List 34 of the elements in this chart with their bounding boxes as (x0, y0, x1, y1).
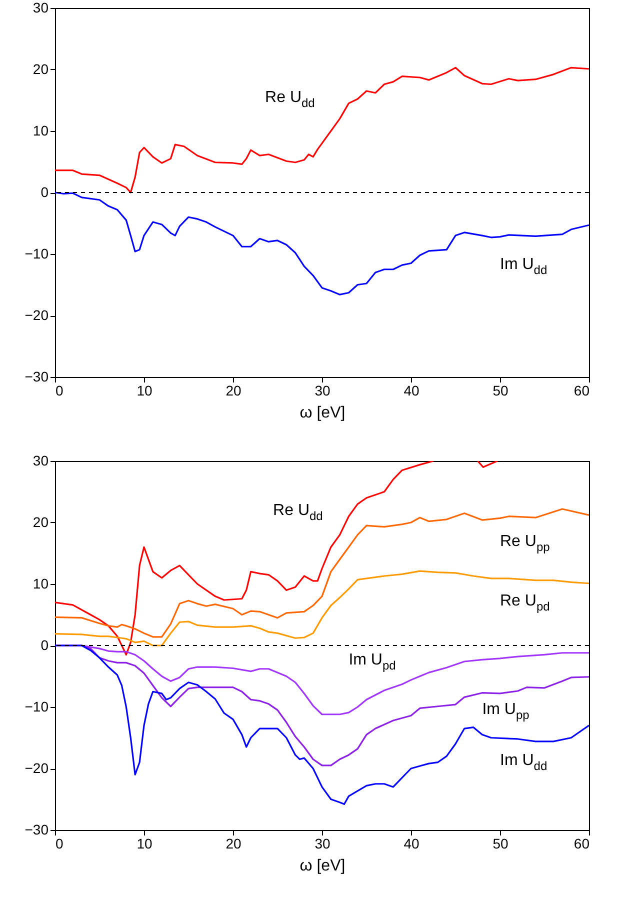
line-series (55, 644, 589, 805)
x-axis-title: ω [eV] (300, 404, 346, 422)
x-tick-label: 60 (574, 382, 590, 398)
line-series (55, 570, 589, 646)
line-series (55, 192, 589, 296)
x-tick-label: 20 (226, 382, 242, 398)
x-tick-label: 10 (136, 836, 152, 852)
x-tick-label: 30 (314, 836, 330, 852)
y-tick-label: −10 (24, 698, 49, 714)
y-tick-label: 10 (32, 576, 49, 592)
y-tick-label: 10 (32, 122, 49, 138)
x-tick-label: 0 (56, 382, 64, 398)
y-tick-label: −30 (24, 368, 49, 384)
y-tick-label: 30 (32, 452, 49, 468)
y-tick-label: −30 (24, 822, 49, 838)
x-tick-label: 40 (404, 382, 420, 398)
x-tick-label: 10 (136, 382, 152, 398)
x-tick-label: 30 (314, 382, 330, 398)
x-tick-label: 40 (404, 836, 420, 852)
x-tick-label: 0 (56, 836, 64, 852)
y-tick-label: −20 (24, 307, 49, 323)
x-tick-label: 20 (226, 836, 242, 852)
y-tick-label: 20 (32, 514, 49, 530)
y-tick-label: −20 (24, 760, 49, 776)
y-tick-label: 0 (40, 637, 49, 653)
x-axis-title: ω [eV] (300, 858, 346, 874)
x-tick-label: 50 (492, 836, 508, 852)
x-tick-label: 50 (492, 382, 508, 398)
y-tick-label: 30 (32, 0, 49, 16)
line-series (55, 66, 589, 194)
x-tick-label: 60 (574, 836, 590, 852)
y-tick-label: 20 (32, 61, 49, 77)
y-tick-label: −10 (24, 246, 49, 262)
y-tick-label: 0 (40, 184, 49, 200)
